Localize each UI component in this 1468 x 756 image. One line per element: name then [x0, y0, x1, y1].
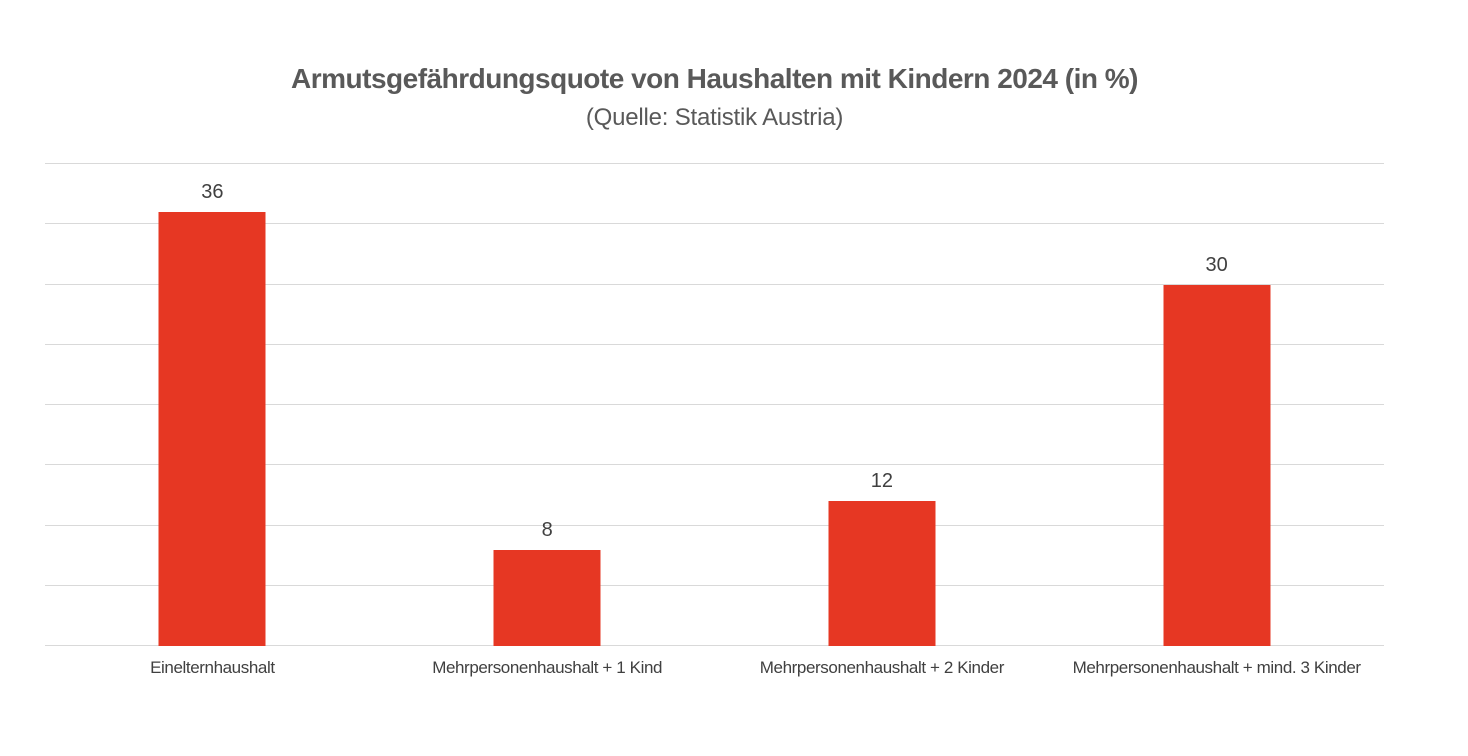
bar-2	[828, 501, 936, 646]
plot-area: 36 8 12 30	[45, 163, 1384, 646]
bar-value-label-0: 36	[201, 181, 224, 204]
x-axis-labels: Einelternhaushalt Mehrpersonenhaushalt + …	[45, 655, 1384, 685]
x-axis-category-label-2: Mehrpersonenhaushalt + 2 Kinder	[759, 658, 1005, 677]
gridline-10	[45, 524, 1384, 526]
bar-value-label-1: 8	[541, 518, 553, 541]
gridline-25	[45, 343, 1384, 345]
chart-subtitle: (Quelle: Statistik Austria)	[585, 104, 844, 131]
bar-value-label-2: 12	[870, 470, 893, 493]
bar-3	[1163, 284, 1271, 646]
bar-slot-0: 36	[45, 164, 380, 646]
gridline-35	[45, 223, 1384, 225]
bar-slot-1: 8	[380, 164, 715, 646]
x-axis-category-label-0: Einelternhaushalt	[150, 658, 275, 677]
gridline-15	[45, 464, 1384, 466]
x-axis-category-label-1: Mehrpersonenhaushalt + 1 Kind	[432, 658, 663, 677]
gridline-30	[45, 283, 1384, 285]
gridline-20	[45, 404, 1384, 405]
bar-1	[493, 549, 601, 646]
gridline-40	[45, 163, 1384, 164]
bar-0	[158, 212, 266, 646]
bar-slot-2: 12	[715, 164, 1050, 646]
chart-title: Armutsgefährdungsquote von Haushalten mi…	[291, 63, 1138, 94]
bar-slot-3: 30	[1049, 164, 1384, 646]
gridline-5	[45, 584, 1384, 586]
bar-value-label-3: 30	[1205, 253, 1228, 276]
x-axis-category-label-3: Mehrpersonenhaushalt + mind. 3 Kinder	[1072, 658, 1361, 677]
x-axis-line	[45, 645, 1384, 646]
